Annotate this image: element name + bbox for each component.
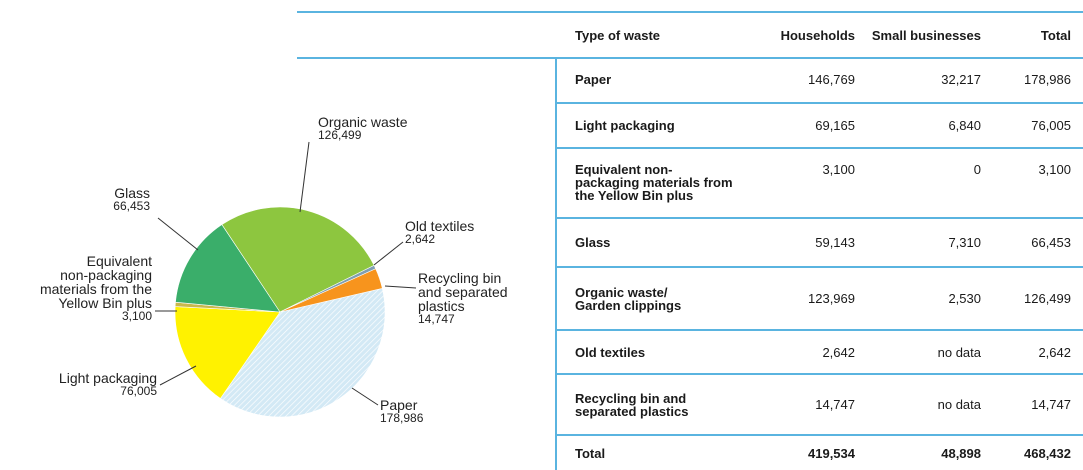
table-cell: Recycling bin and separated plastics	[575, 390, 689, 419]
table-cell: 14,747	[815, 397, 855, 412]
table-cell: Organic waste/ Garden clippings	[575, 284, 682, 313]
slice-value: 66,453	[113, 199, 150, 213]
pie-slice	[220, 288, 386, 418]
table-cell: 59,143	[815, 235, 855, 250]
waste-table: Type of waste Households Small businesses T…	[557, 14, 1083, 470]
table-cell: 178,986	[1024, 72, 1071, 87]
slice-name: Light packaging	[58, 370, 157, 386]
table-row: Glass 59,143 7,310 66,453	[557, 218, 1083, 267]
slice-name: Recycling bin and separated plastics	[418, 270, 508, 314]
table-cell: 123,969	[808, 291, 855, 306]
slice-value: 2,642	[405, 232, 436, 246]
table-cell: 146,769	[808, 72, 855, 87]
table-cell: Total	[575, 445, 606, 461]
table-top-rule	[297, 11, 1083, 13]
table-cell: Equivalent non- packaging materials from…	[575, 162, 733, 203]
table-cell: Total	[1040, 28, 1071, 43]
slice-name: Equivalent non-packaging materials from …	[39, 253, 152, 311]
table-row: Type of waste Households Small businesses T…	[557, 14, 1083, 57]
table-cell: Light packaging	[575, 118, 675, 133]
table-left-rule	[555, 57, 557, 470]
table-cell: Old textiles	[575, 344, 646, 360]
table-cell: 69,165	[815, 118, 855, 133]
slice-label: Light packaging 76,005	[59, 371, 157, 397]
table-row: Equivalent non- packaging materials from…	[557, 148, 1083, 218]
table-cell: Small businesses	[871, 28, 981, 43]
table-cell: Type of waste	[575, 28, 661, 43]
table-cell: 14,747	[1031, 397, 1071, 412]
table-cell: Glass	[575, 235, 611, 250]
table-cell: 6,840	[948, 118, 981, 133]
pie-slice	[175, 224, 281, 313]
table-cell: 48,898	[941, 445, 981, 461]
leader-line	[373, 241, 404, 266]
slice-label: Equivalent non-packaging materials from …	[40, 254, 152, 322]
slice-name: Organic waste	[318, 114, 408, 130]
table-cell: 66,453	[1031, 235, 1071, 250]
slice-value: 14,747	[418, 312, 455, 326]
slice-name: Glass	[114, 185, 150, 201]
leader-line	[299, 141, 310, 213]
pie-slice	[174, 306, 281, 399]
pie-slice	[221, 206, 375, 313]
leader-line	[159, 365, 197, 386]
table-cell: 468,432	[1024, 445, 1071, 461]
leader-line	[351, 387, 379, 406]
table-row: Paper 146,769 32,217 178,986	[557, 57, 1083, 103]
pie-chart	[155, 141, 417, 418]
slice-value: 76,005	[120, 384, 157, 398]
slice-label: Paper 178,986	[380, 398, 423, 424]
slice-label: Glass 66,453	[113, 186, 150, 212]
table-row: Total 419,534 48,898 468,432	[557, 435, 1083, 470]
slice-label: Old textiles 2,642	[405, 219, 474, 245]
table-cell: 419,534	[808, 445, 855, 461]
table-cell: 32,217	[941, 72, 981, 87]
leader-line	[384, 285, 417, 289]
table-cell: 3,100	[822, 162, 855, 177]
slice-value: 178,986	[380, 411, 424, 425]
table-cell: 2,642	[1038, 344, 1071, 360]
slice-value: 126,499	[318, 128, 362, 142]
slice-label: Organic waste 126,499	[318, 115, 407, 141]
table-cell: no data	[937, 397, 981, 412]
table-row: Light packaging 69,165 6,840 76,005	[557, 103, 1083, 148]
slice-label: Recycling bin and separated plastics 14,7…	[418, 271, 508, 325]
table-cell: 3,100	[1038, 162, 1071, 177]
leader-line	[157, 217, 199, 251]
table-cell: 0	[973, 162, 981, 177]
table-row: Recycling bin and separated plastics 14,7…	[557, 374, 1083, 435]
table-cell: 2,530	[948, 291, 981, 306]
pie-slice	[279, 268, 383, 313]
table-row: Old textiles 2,642 no data 2,642	[557, 330, 1083, 374]
slice-value: 3,100	[121, 309, 152, 323]
table-cell: Paper	[575, 72, 612, 87]
table-row: Organic waste/ Garden clippings 123,969 2,…	[557, 267, 1083, 330]
table-cell: 126,499	[1024, 291, 1071, 306]
table-cell: 76,005	[1031, 118, 1071, 133]
table-cell: 2,642	[822, 344, 855, 360]
slice-name: Old textiles	[405, 218, 475, 234]
table-cell: no data	[937, 344, 981, 360]
table-cell: Households	[780, 28, 855, 43]
table-cell: 7,310	[948, 235, 981, 250]
slice-name: Paper	[380, 397, 418, 413]
table-header-rule	[297, 57, 1083, 59]
